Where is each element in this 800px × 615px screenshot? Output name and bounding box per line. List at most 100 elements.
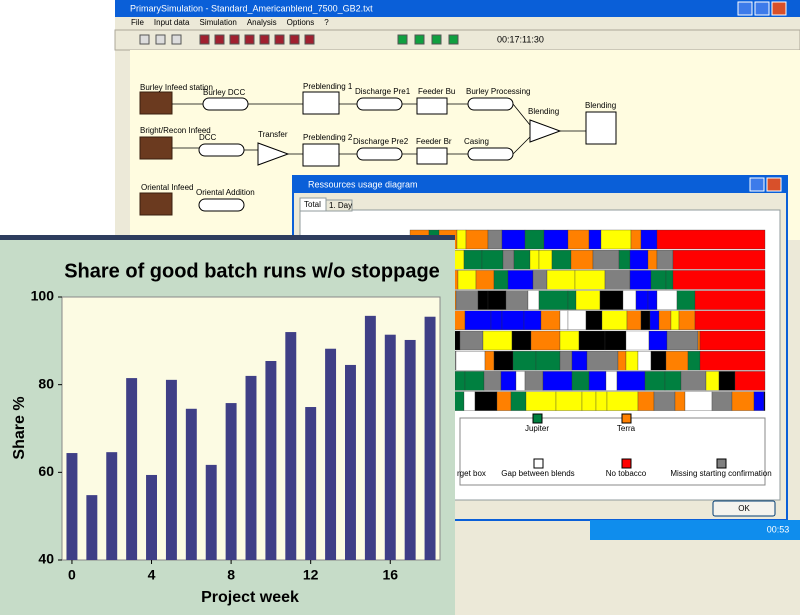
gantt-block: [629, 270, 652, 290]
gantt-block: [538, 250, 553, 270]
gantt-block: [687, 351, 701, 371]
infeed: [139, 91, 173, 115]
close[interactable]: [771, 1, 787, 16]
menu-item[interactable]: Options: [287, 18, 315, 27]
gantt-block: [734, 371, 766, 391]
taskbar-tray: [590, 520, 800, 540]
bar: [265, 360, 277, 560]
gantt-block: [705, 371, 720, 391]
bar: [345, 364, 356, 560]
bar: [126, 378, 138, 560]
gantt-block: [617, 351, 627, 371]
menu-item[interactable]: Analysis: [247, 18, 277, 27]
gantt-block: [542, 371, 573, 391]
bar: [404, 339, 416, 560]
minimize[interactable]: [737, 1, 753, 16]
gantt-block: [481, 250, 504, 270]
chart-title: Share of good batch runs w/o stoppage: [64, 260, 440, 282]
gantt-block: [626, 310, 642, 330]
legend-swatch: [533, 458, 544, 469]
legend-label: Terra: [617, 424, 636, 433]
gantt-block: [630, 229, 642, 250]
gantt-block: [459, 330, 484, 351]
node-label: Oriental Infeed: [141, 183, 193, 192]
node-label: Preblending 2: [303, 133, 353, 142]
pipes: [172, 103, 586, 155]
gantt-block: [586, 351, 619, 371]
tool-icon: [448, 34, 459, 45]
tool-icon: [244, 34, 255, 45]
sim-clock: 00:17:11:30: [497, 34, 544, 44]
gantt-block: [474, 391, 498, 411]
tray-clock: 00:53: [767, 524, 790, 534]
help-button[interactable]: [749, 177, 765, 192]
tab-label: 1. Day: [329, 201, 352, 210]
legend-swatch: [716, 458, 727, 469]
gantt-block: [575, 290, 601, 310]
gantt-block: [456, 229, 467, 250]
gantt-block: [490, 310, 503, 330]
gantt-block: [763, 391, 766, 411]
gantt-block: [496, 391, 512, 411]
gantt-block: [567, 290, 577, 310]
bar: [146, 474, 157, 560]
tool-icon: [274, 34, 285, 45]
node-label: Preblending 1: [303, 82, 353, 91]
menu-item[interactable]: File: [131, 18, 144, 27]
conveyor: [198, 143, 245, 157]
x-tick-label: 8: [227, 567, 235, 583]
gantt-block: [555, 391, 583, 411]
gantt-block: [532, 270, 548, 290]
menu-item[interactable]: ?: [324, 18, 329, 27]
gantt-block: [600, 229, 632, 250]
gantt-block: [483, 371, 502, 391]
gantt-block: [605, 371, 618, 391]
gantt-block: [676, 290, 696, 310]
bar: [384, 334, 396, 560]
tab[interactable]: [325, 199, 353, 212]
gantt-block: [656, 229, 766, 250]
node-label: Bright/Recon Infeed: [140, 126, 211, 135]
node-label: Blending: [528, 107, 559, 116]
dialog-close[interactable]: [766, 177, 782, 192]
gantt-block: [559, 351, 573, 371]
infeed: [139, 136, 173, 160]
gantt-block: [697, 330, 701, 351]
gantt-block: [512, 351, 537, 371]
bar: [66, 453, 78, 560]
window-title: PrimarySimulation - Standard_Americanble…: [130, 3, 373, 13]
bar: [305, 407, 317, 560]
gantt-block: [604, 330, 627, 351]
gantt-block: [647, 290, 658, 310]
gantt-block: [455, 290, 479, 310]
ok-button[interactable]: [712, 500, 776, 517]
tool-icon: [139, 34, 150, 45]
gantt-block: [525, 391, 557, 411]
tab-label: Total: [304, 200, 321, 209]
gantt-block: [588, 371, 607, 391]
gantt-block: [694, 290, 766, 310]
node-label: Burley Processing: [466, 87, 530, 96]
gantt-block: [546, 270, 576, 290]
bar: [424, 316, 436, 560]
gantt-block: [699, 330, 766, 351]
gantt-block: [465, 229, 489, 250]
menu-item[interactable]: Input data: [154, 18, 190, 27]
tool-icon: [289, 34, 300, 45]
legend-box: [459, 417, 766, 486]
gantt-block: [464, 371, 485, 391]
maximize[interactable]: [754, 1, 770, 16]
gantt-block: [672, 250, 766, 270]
gantt-block: [578, 330, 606, 351]
gantt-block: [559, 330, 580, 351]
x-tick-label: 4: [148, 567, 156, 583]
gantt-block: [535, 351, 561, 371]
menu-item[interactable]: Simulation: [199, 18, 236, 27]
gantt-block: [644, 371, 666, 391]
node-label: Transfer: [258, 130, 288, 139]
conveyor: [467, 147, 514, 161]
conveyor: [356, 147, 403, 161]
gantt-block: [551, 250, 572, 270]
gantt-block: [487, 290, 507, 310]
gantt-block: [649, 310, 660, 330]
